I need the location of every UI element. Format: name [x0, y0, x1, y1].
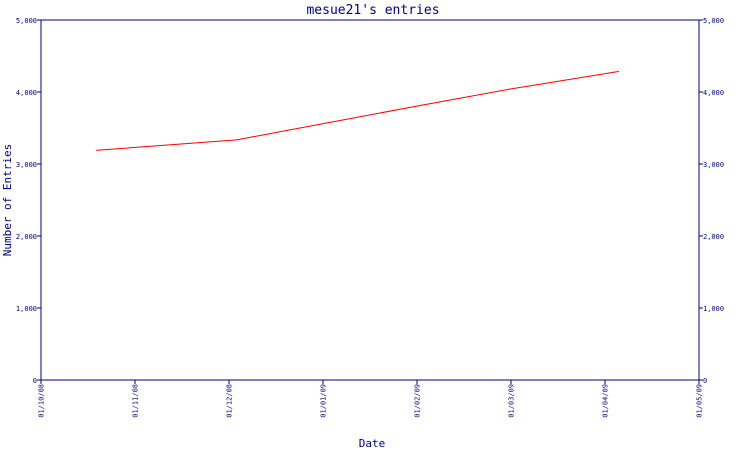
y-tick-label-left: 2,000 — [16, 233, 37, 241]
data-point — [509, 88, 511, 90]
x-tick-label: 01/05/09 — [696, 384, 704, 418]
x-tick-label: 01/01/09 — [320, 384, 328, 418]
x-axis-label: Date — [359, 437, 386, 450]
data-point — [96, 149, 98, 151]
y-tick-label-right: 0 — [703, 377, 707, 385]
y-tick-label-right: 1,000 — [703, 305, 724, 313]
y-axis-label: Number of Entries — [1, 144, 14, 257]
plot-frame — [40, 19, 700, 381]
data-point — [617, 70, 619, 73]
y-tick-label-right: 4,000 — [703, 89, 724, 97]
y-tick-label-right: 5,000 — [703, 17, 724, 25]
y-axis-left: 0 1,000 2,000 3,000 4,000 5,000 — [16, 17, 41, 385]
series-line — [96, 71, 619, 151]
y-tick-label-left: 0 — [33, 377, 37, 385]
x-tick-label: 01/02/09 — [414, 384, 422, 418]
x-tick-label: 01/10/08 — [38, 384, 46, 418]
x-axis: 01/10/08 01/11/08 01/12/08 01/01/09 01/02/09… — [38, 380, 704, 418]
y-tick-label-left: 5,000 — [16, 17, 37, 25]
data-point — [422, 104, 424, 106]
series-layer — [96, 70, 619, 151]
y-tick-label-left: 1,000 — [16, 305, 37, 313]
x-tick-label: 01/04/09 — [602, 384, 610, 418]
x-tick-label: 01/03/09 — [508, 384, 516, 418]
x-tick-label: 01/12/08 — [226, 384, 234, 418]
y-tick-label-right: 3,000 — [703, 161, 724, 169]
data-point — [325, 122, 328, 124]
x-tick-label: 01/11/08 — [132, 384, 140, 418]
y-tick-label-right: 2,000 — [703, 233, 724, 241]
y-tick-label-left: 3,000 — [16, 161, 37, 169]
data-point — [235, 139, 238, 141]
chart-title: mesue21's entries — [306, 3, 439, 18]
y-tick-label-left: 4,000 — [16, 89, 37, 97]
y-axis-right: 0 1,000 2,000 3,000 4,000 5,000 — [699, 17, 724, 385]
